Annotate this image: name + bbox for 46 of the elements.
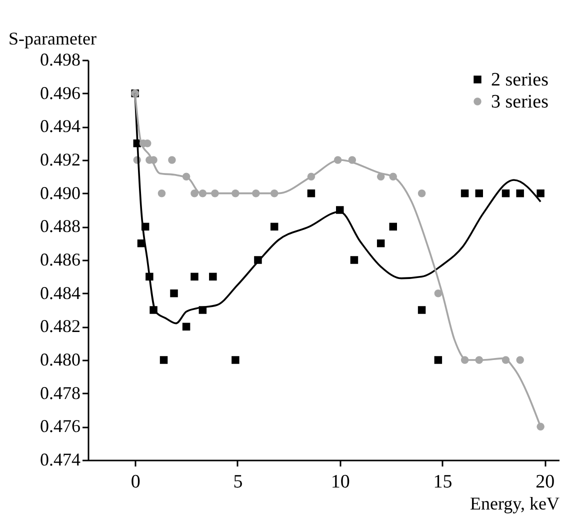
point xyxy=(160,356,168,364)
y-tick-label: 0.484 xyxy=(40,282,80,303)
legend-label: 3 series xyxy=(491,92,549,112)
y-tick-label: 0.496 xyxy=(40,82,80,103)
legend-label: 2 series xyxy=(491,70,549,90)
point xyxy=(182,322,190,331)
y-tick-label: 0.482 xyxy=(40,316,80,336)
y-tick-label: 0.498 xyxy=(40,50,80,70)
y-tick-label: 0.494 xyxy=(40,116,80,136)
x-axis-title: Energy, keV xyxy=(470,494,560,514)
y-tick-label: 0.492 xyxy=(40,150,80,170)
point xyxy=(460,189,469,198)
point xyxy=(170,289,178,298)
y-tick-label: 0.486 xyxy=(40,250,80,270)
y-tick-label: 0.478 xyxy=(40,382,80,403)
point xyxy=(158,189,166,198)
point xyxy=(434,356,442,364)
point xyxy=(168,156,176,164)
point xyxy=(536,189,544,198)
y-tick-label: 0.476 xyxy=(40,416,80,436)
point xyxy=(418,306,426,314)
point xyxy=(209,272,217,281)
point xyxy=(434,289,442,298)
point xyxy=(350,256,358,264)
point xyxy=(270,222,278,231)
y-tick-label: 0.490 xyxy=(40,182,80,203)
y-tick-label: 0.488 xyxy=(40,216,80,236)
point xyxy=(475,189,484,198)
y-tick-label: 0.480 xyxy=(40,350,80,370)
point xyxy=(190,189,198,198)
point xyxy=(418,189,426,198)
x-tick-label: 5 xyxy=(233,472,243,492)
x-tick-label: 0 xyxy=(130,472,140,492)
point xyxy=(516,356,524,364)
point xyxy=(516,189,524,198)
y-axis-title: S-parameter xyxy=(8,28,96,48)
point xyxy=(232,356,240,364)
point xyxy=(307,189,316,198)
point xyxy=(376,239,385,248)
x-tick-label: 15 xyxy=(433,472,452,492)
point xyxy=(190,272,198,281)
x-tick-label: 20 xyxy=(536,472,555,492)
point xyxy=(502,189,510,198)
point xyxy=(389,222,397,231)
y-tick-label: 0.474 xyxy=(40,450,80,470)
x-tick-label: 10 xyxy=(330,472,350,492)
